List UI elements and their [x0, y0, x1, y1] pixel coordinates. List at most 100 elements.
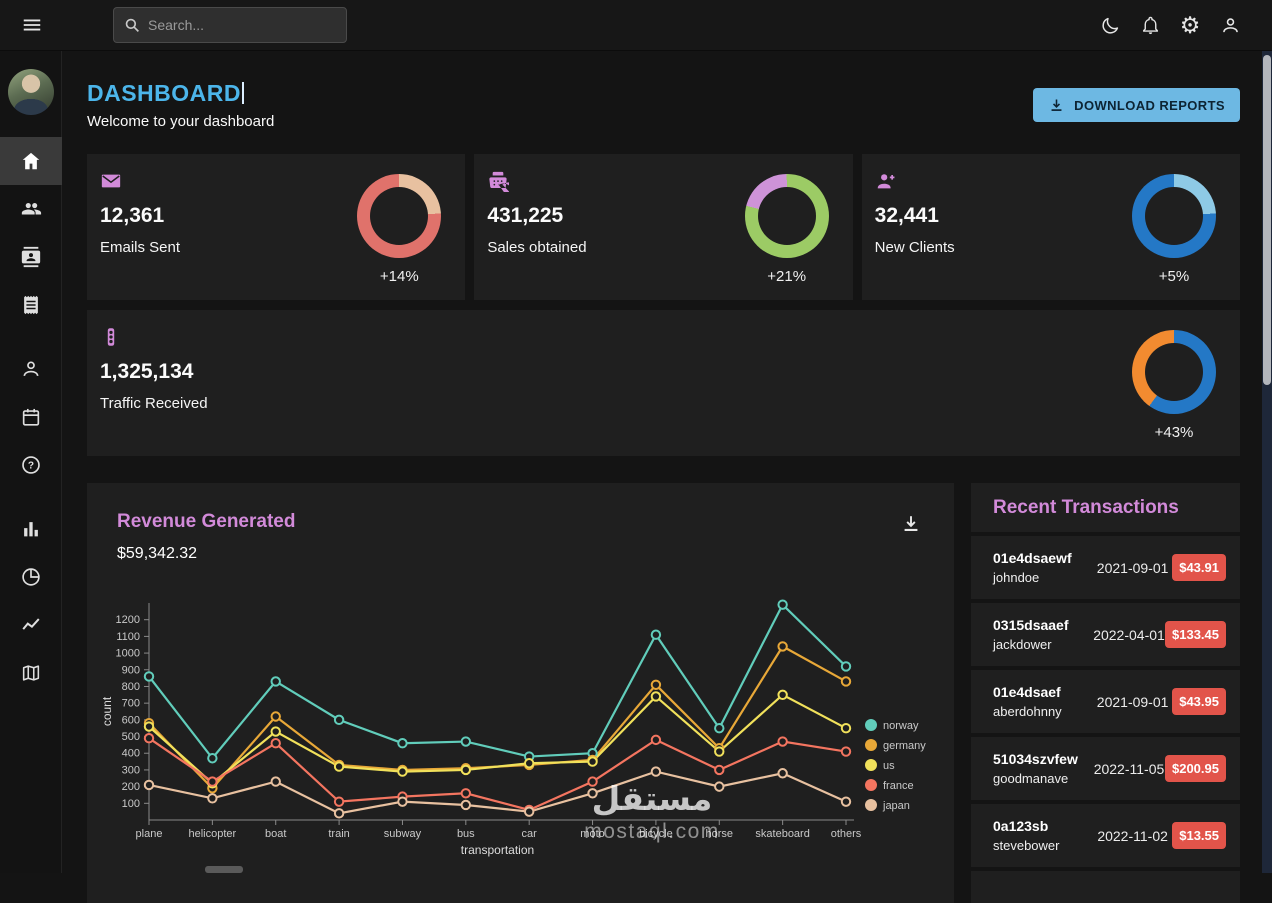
svg-text:count: count — [100, 696, 114, 726]
download-reports-button[interactable]: DOWNLOAD REPORTS — [1033, 88, 1240, 122]
svg-text:car: car — [522, 828, 538, 840]
transaction-row: 0a123sb stevebower 2022-11-02 $13.55 — [971, 804, 1240, 871]
svg-text:skateboard: skateboard — [755, 828, 809, 840]
help-icon: ? — [20, 454, 42, 476]
email-icon — [100, 170, 122, 197]
stats-row: 12,361 Emails Sent +14% 431,225 Sales ob… — [87, 154, 1240, 300]
download-icon[interactable] — [900, 513, 922, 540]
sidebar-item-pie-chart[interactable] — [0, 553, 62, 601]
donut-chart — [357, 174, 441, 258]
traffic-icon — [100, 326, 122, 353]
map-icon — [20, 662, 42, 684]
svg-text:800: 800 — [122, 681, 140, 693]
transaction-row: 51034szvfew goodmanave 2022-11-05 $200.9… — [971, 737, 1240, 804]
menu-icon[interactable] — [14, 7, 50, 43]
revenue-amount: $59,342.32 — [117, 545, 924, 563]
donut-chart — [1132, 330, 1216, 414]
svg-text:others: others — [831, 828, 862, 840]
stat-delta: +43% — [1132, 424, 1216, 441]
sidebar-nav: ? — [0, 137, 61, 697]
svg-text:?: ? — [28, 461, 34, 472]
transaction-date: 2022-04-01 — [1093, 627, 1165, 643]
transaction-user: jackdower — [993, 637, 1093, 652]
svg-text:1200: 1200 — [116, 614, 140, 626]
sidebar-item-faq[interactable]: ? — [0, 441, 62, 489]
transaction-amount-badge: $133.45 — [1165, 621, 1226, 648]
svg-text:900: 900 — [122, 664, 140, 676]
svg-text:1100: 1100 — [116, 631, 140, 643]
page-title: DASHBOARD — [87, 80, 241, 107]
horizontal-scrollbar-thumb[interactable] — [205, 866, 243, 873]
sidebar-item-bar-chart[interactable] — [0, 505, 62, 553]
person-add-icon — [875, 170, 897, 197]
transaction-amount-badge: $200.95 — [1165, 755, 1226, 782]
sidebar-item-geography[interactable] — [0, 649, 62, 697]
transaction-user: johndoe — [993, 570, 1093, 585]
transaction-row: 0315dsaaef jackdower 2022-04-01 $133.45 — [971, 603, 1240, 670]
svg-text:horse: horse — [706, 828, 734, 840]
stat-delta: +21% — [745, 268, 829, 285]
settings-icon[interactable]: ⚙ — [1172, 7, 1208, 43]
stat-card-sales: 431,225 Sales obtained +21% — [474, 154, 852, 300]
sidebar-spacer — [0, 329, 61, 345]
sidebar-spacer — [0, 489, 61, 505]
sidebar: ? — [0, 51, 62, 873]
transaction-amount-badge: $43.95 — [1172, 688, 1226, 715]
svg-text:us: us — [883, 760, 895, 772]
stat-card-clients: 32,441 New Clients +5% — [862, 154, 1240, 300]
donut-chart — [745, 174, 829, 258]
bar-chart-icon — [20, 518, 42, 540]
search-icon — [123, 16, 141, 34]
sidebar-item-calendar[interactable] — [0, 393, 62, 441]
svg-text:boat: boat — [265, 828, 286, 840]
transaction-date: 2021-09-01 — [1097, 560, 1169, 576]
vertical-scrollbar-thumb[interactable] — [1263, 55, 1271, 385]
svg-text:moto: moto — [580, 828, 604, 840]
profile-icon[interactable] — [1212, 7, 1248, 43]
transaction-id: 0315dsaaef — [993, 617, 1093, 633]
svg-text:helicopter: helicopter — [189, 828, 237, 840]
transaction-user: aberdohnny — [993, 704, 1093, 719]
svg-text:germany: germany — [883, 740, 926, 752]
sidebar-item-dashboard[interactable] — [0, 137, 62, 185]
topbar: ⚙ — [0, 0, 1272, 51]
search-input[interactable] — [148, 17, 337, 33]
svg-text:subway: subway — [384, 828, 422, 840]
svg-text:700: 700 — [122, 698, 140, 710]
avatar[interactable] — [8, 69, 54, 115]
sidebar-item-invoices[interactable] — [0, 281, 62, 329]
sidebar-item-line-chart[interactable] — [0, 601, 62, 649]
home-icon — [20, 150, 42, 172]
donut-chart — [1132, 174, 1216, 258]
point-of-sale-icon — [487, 170, 509, 197]
svg-text:1000: 1000 — [116, 648, 140, 660]
svg-text:france: france — [883, 780, 914, 792]
vertical-scrollbar[interactable] — [1262, 51, 1272, 873]
transaction-amount-badge: $43.91 — [1172, 554, 1226, 581]
transaction-id: 01e4dsaewf — [993, 550, 1093, 566]
dark-mode-icon[interactable] — [1092, 7, 1128, 43]
sidebar-item-contacts[interactable] — [0, 233, 62, 281]
receipt-icon — [20, 294, 42, 316]
stat-label: Traffic Received — [100, 395, 1216, 412]
transaction-id: 0a123sb — [993, 818, 1093, 834]
svg-text:600: 600 — [122, 714, 140, 726]
transaction-id: 01e4dsaef — [993, 684, 1093, 700]
svg-text:200: 200 — [122, 781, 140, 793]
search-box[interactable] — [113, 7, 347, 43]
svg-text:japan: japan — [882, 800, 910, 812]
transaction-date: 2021-09-01 — [1097, 694, 1169, 710]
notifications-icon[interactable] — [1132, 7, 1168, 43]
calendar-icon — [20, 406, 42, 428]
sidebar-item-profile-form[interactable] — [0, 345, 62, 393]
sidebar-item-team[interactable] — [0, 185, 62, 233]
svg-text:300: 300 — [122, 764, 140, 776]
svg-text:norway: norway — [883, 720, 919, 732]
page-subtitle: Welcome to your dashboard — [87, 113, 274, 130]
line-chart-icon — [20, 614, 42, 636]
text-caret — [242, 82, 244, 104]
svg-text:400: 400 — [122, 748, 140, 760]
svg-text:bus: bus — [457, 828, 475, 840]
svg-text:transportation: transportation — [461, 843, 534, 857]
